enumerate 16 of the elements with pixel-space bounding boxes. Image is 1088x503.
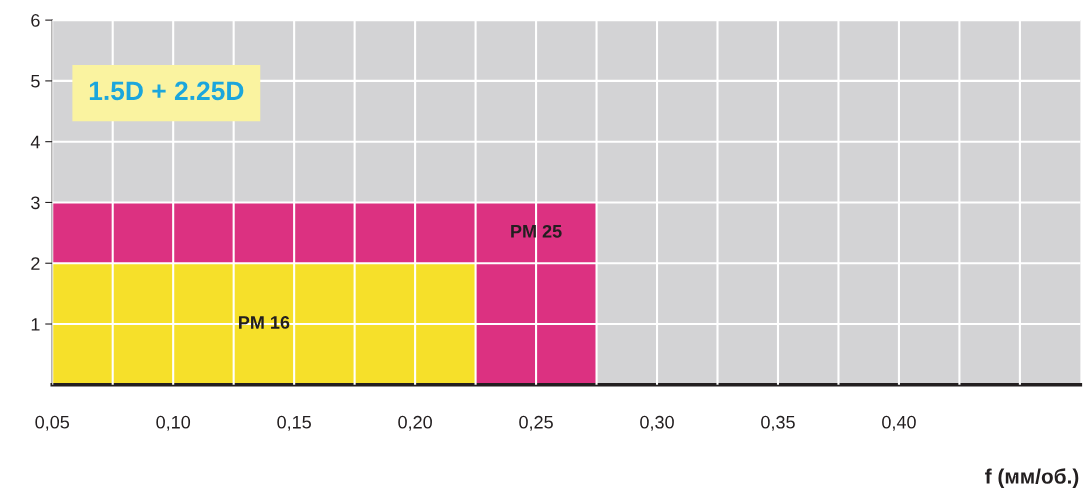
x-tick-label: 0,20 [398, 415, 432, 431]
text: 1.5D + 2.25D [89, 81, 244, 101]
x-tick-label: 0,35 [761, 415, 795, 431]
x-tick-label: 0,25 [519, 415, 553, 431]
x-tick-label: 0,05 [35, 415, 70, 431]
y-tick-label: 2 [31, 257, 40, 270]
x-tick-label: 0,15 [277, 415, 311, 431]
x-tick-label: 0,10 [156, 415, 191, 431]
y-tick-label: 6 [31, 14, 40, 27]
y-tick-label: 5 [31, 75, 40, 88]
x-tick-label: 0,40 [882, 415, 916, 431]
y-tick-label: 4 [30, 135, 40, 149]
x-axis-title: f (мм/об.) [985, 468, 1079, 488]
x-tick-label: 0,30 [640, 415, 674, 431]
y-tick-label: 1 [31, 318, 40, 331]
y-tick-label: 3 [31, 196, 40, 210]
